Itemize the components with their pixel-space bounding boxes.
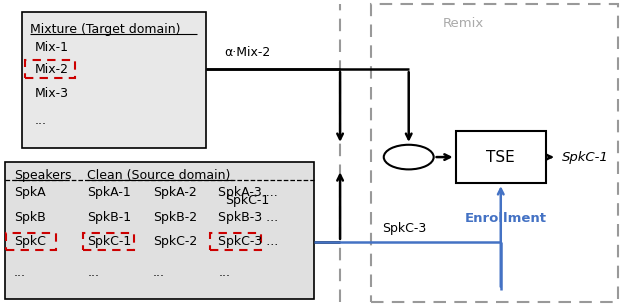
Text: SpkA-3 ...: SpkA-3 ... <box>218 186 278 199</box>
Text: SpkA: SpkA <box>14 186 46 199</box>
Text: TSE: TSE <box>486 150 515 164</box>
Text: SpkC: SpkC <box>14 235 46 248</box>
Text: SpkB: SpkB <box>14 211 46 224</box>
Text: Mix-3: Mix-3 <box>34 87 68 100</box>
Text: Clean (Source domain): Clean (Source domain) <box>87 169 231 182</box>
Text: Mixture (Target domain): Mixture (Target domain) <box>30 23 180 36</box>
Text: Mix-2: Mix-2 <box>34 63 68 76</box>
Text: SpkC-2: SpkC-2 <box>153 235 197 248</box>
Text: ...: ... <box>34 114 46 127</box>
Text: SpkB-3 ...: SpkB-3 ... <box>218 211 278 224</box>
Text: SpkB-2: SpkB-2 <box>153 211 197 224</box>
Text: Enrollment: Enrollment <box>465 212 547 225</box>
Circle shape <box>384 145 434 169</box>
Text: ...: ... <box>87 266 99 279</box>
Text: ...: ... <box>153 266 165 279</box>
Text: SpkB-1: SpkB-1 <box>87 211 132 224</box>
Text: SpkC-1: SpkC-1 <box>225 194 269 207</box>
Text: SpkA-1: SpkA-1 <box>87 186 131 199</box>
FancyBboxPatch shape <box>22 12 206 148</box>
FancyBboxPatch shape <box>5 162 314 299</box>
Text: ...: ... <box>14 266 26 279</box>
Text: SpkC-3 ...: SpkC-3 ... <box>218 235 279 248</box>
FancyBboxPatch shape <box>456 131 546 183</box>
Text: α·Mix-2: α·Mix-2 <box>225 46 271 59</box>
Text: Mix-1: Mix-1 <box>34 41 68 54</box>
Text: Speakers: Speakers <box>14 169 71 182</box>
Text: SpkC-1: SpkC-1 <box>87 235 132 248</box>
Text: SpkC-3: SpkC-3 <box>383 222 427 235</box>
Text: ...: ... <box>218 266 230 279</box>
Text: Remix: Remix <box>443 17 484 30</box>
Text: SpkC-1: SpkC-1 <box>562 151 608 164</box>
Text: SpkA-2: SpkA-2 <box>153 186 197 199</box>
